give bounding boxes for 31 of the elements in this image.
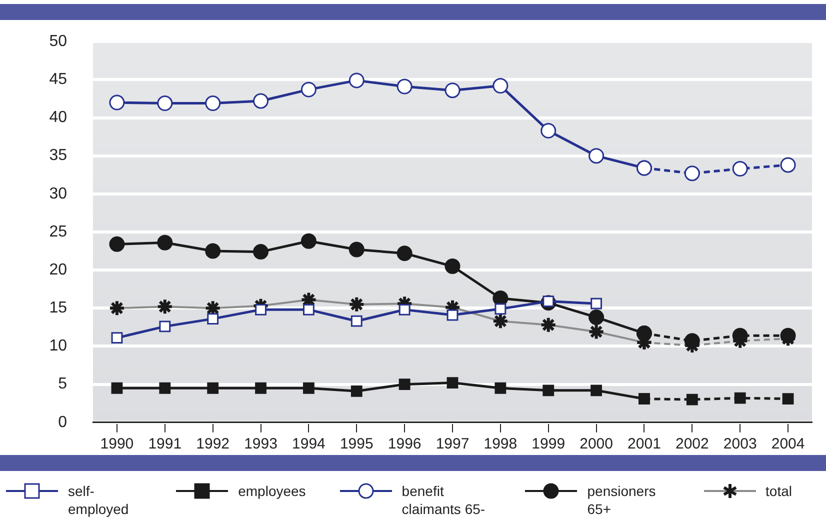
legend-label: employees	[238, 482, 306, 500]
legend-label: total	[766, 482, 792, 500]
x-tick-label: 1991	[148, 436, 182, 453]
x-tick-label: 1998	[484, 436, 518, 453]
x-tick-label: 1994	[292, 436, 326, 453]
y-tick-label: 0	[58, 414, 68, 431]
y-tick-label: 50	[49, 33, 68, 50]
y-tick-label: 15	[49, 300, 68, 317]
x-tick-label: 1996	[388, 436, 422, 453]
y-tick-label: 30	[49, 185, 68, 202]
y-tick-label: 45	[49, 71, 68, 88]
x-tick-label: 2001	[628, 436, 661, 453]
y-tick-label: 25	[49, 223, 68, 240]
x-tick-label: 1995	[340, 436, 374, 453]
y-tick-label: 10	[49, 338, 68, 355]
x-tick-label: 1997	[436, 436, 470, 453]
x-tick-label: 1990	[100, 436, 134, 453]
x-tick-label: 1992	[196, 436, 230, 453]
y-tick-label: 5	[58, 376, 68, 393]
x-tick-label: 2000	[580, 436, 613, 453]
x-tick-label: 1999	[532, 436, 566, 453]
y-tick-label: 40	[49, 109, 68, 126]
legend-label: benefit claimants 65-	[402, 482, 486, 518]
x-tick-label: 1993	[244, 436, 278, 453]
y-tick-label: 20	[49, 261, 68, 278]
x-tick-label: 2003	[723, 436, 757, 453]
x-tick-label: 2002	[675, 436, 709, 453]
legend-label: pensioners 65+	[587, 482, 657, 518]
legend-label: self-employed	[68, 482, 130, 518]
x-tick-label: 2004	[771, 436, 805, 453]
y-tick-label: 35	[49, 147, 68, 164]
